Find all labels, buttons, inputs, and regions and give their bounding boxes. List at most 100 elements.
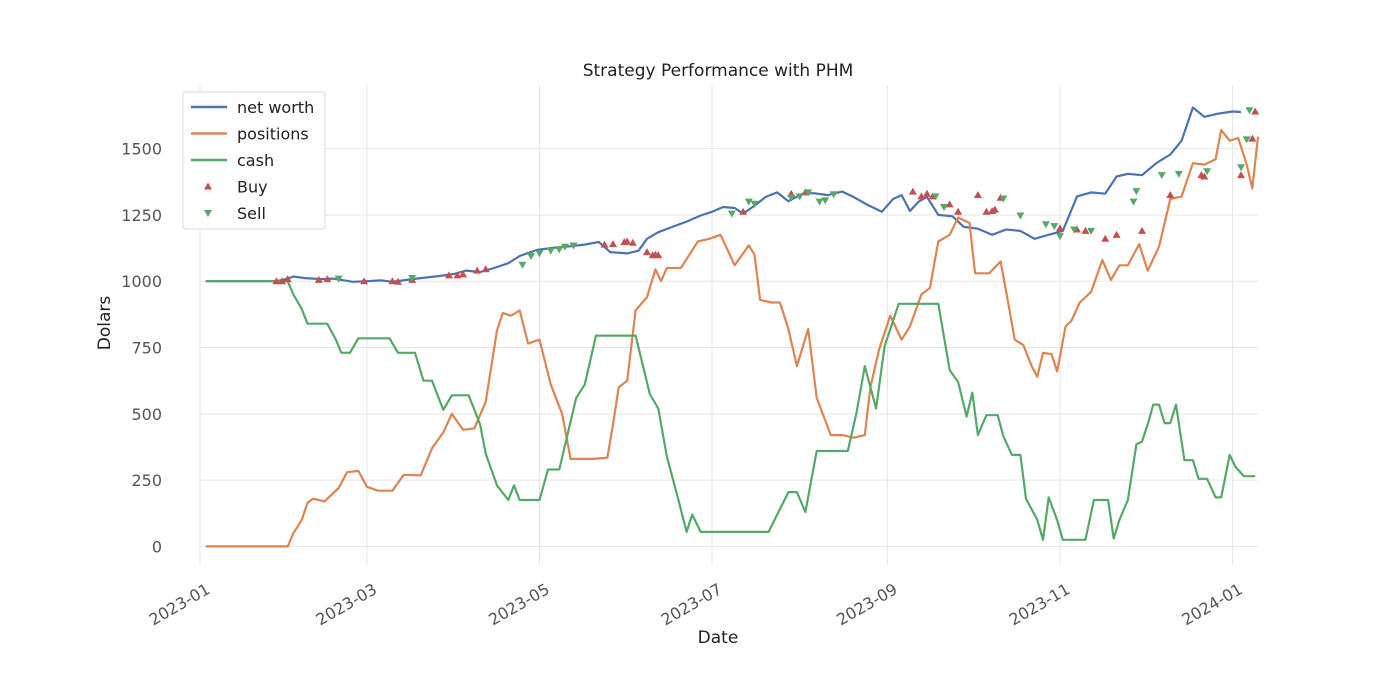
- buy-marker: [1251, 107, 1260, 115]
- sell-marker: [1087, 227, 1096, 235]
- buy-marker: [1248, 134, 1257, 142]
- legend-label: net worth: [237, 98, 314, 117]
- y-tick-label: 1500: [121, 140, 162, 159]
- buy-marker: [908, 187, 917, 195]
- x-tick-label: 2023-11: [1006, 579, 1073, 629]
- buy-marker: [1112, 230, 1121, 238]
- buy-marker: [1200, 172, 1209, 180]
- legend-entry-buy: Buy: [204, 178, 268, 197]
- y-tick-label: 500: [131, 405, 162, 424]
- buy-marker: [954, 207, 963, 215]
- buy-marker: [323, 275, 332, 283]
- buy-marker: [272, 277, 281, 285]
- buy-marker: [739, 207, 748, 215]
- legend-label: Buy: [237, 178, 268, 197]
- chart-title: Strategy Performance with PHM: [583, 61, 854, 81]
- sell-marker: [744, 198, 753, 206]
- buy-marker: [444, 271, 453, 279]
- x-tick-label: 2023-05: [485, 579, 552, 629]
- buy-marker: [360, 277, 369, 285]
- legend-swatch: [204, 182, 212, 190]
- sell-marker: [1050, 223, 1059, 231]
- sell-marker: [804, 189, 813, 197]
- sell-marker: [931, 193, 940, 201]
- sell-marker: [408, 275, 417, 283]
- sell-marker: [939, 203, 948, 211]
- legend-entry-net-worth: net worth: [191, 98, 314, 117]
- sell-marker: [546, 247, 555, 255]
- legend-entry-cash: cash: [191, 151, 274, 170]
- sell-marker: [334, 275, 343, 283]
- legend-label: positions: [237, 125, 309, 144]
- buy-marker: [1101, 234, 1110, 242]
- sell-marker: [1016, 212, 1025, 220]
- y-tick-label: 250: [131, 471, 162, 490]
- buy-marker: [1237, 171, 1246, 179]
- buy-marker: [917, 192, 926, 200]
- sell-marker: [1242, 136, 1251, 144]
- buy-marker: [394, 277, 403, 285]
- buy-marker: [1138, 226, 1147, 234]
- y-tick-label: 0: [152, 537, 162, 556]
- series-line-cash: [205, 280, 1256, 541]
- buy-marker: [945, 200, 954, 208]
- sell-marker: [1041, 221, 1050, 229]
- legend-box: [182, 91, 326, 230]
- sell-marker: [999, 195, 1008, 203]
- series-layer: [205, 106, 1260, 548]
- sell-marker: [829, 191, 838, 199]
- buy-marker: [923, 189, 932, 197]
- sell-marker: [555, 246, 564, 254]
- buy-marker: [600, 240, 609, 248]
- sell-marker: [795, 193, 804, 201]
- x-axis-ticks: 2023-01 2023-03 2023-05 2023-07 2023-09 2023-…: [146, 579, 1246, 629]
- x-axis-title: Date: [698, 628, 739, 648]
- buy-marker: [481, 265, 490, 273]
- sell-marker: [1245, 107, 1254, 115]
- sell-marker: [560, 243, 569, 251]
- sell-marker: [569, 242, 578, 250]
- legend-entry-sell: Sell: [204, 204, 266, 223]
- sell-marker: [1203, 168, 1212, 176]
- buy-marker: [982, 207, 991, 215]
- sell-marker: [787, 194, 796, 202]
- buy-marker: [1081, 226, 1090, 234]
- sell-marker: [815, 198, 824, 206]
- buy-marker: [623, 237, 632, 245]
- buy-marker: [1055, 224, 1064, 232]
- buy-marker: [283, 275, 292, 283]
- legend-entry-positions: positions: [191, 125, 309, 144]
- buy-marker: [1166, 191, 1175, 199]
- buy-marker: [453, 271, 462, 279]
- x-tick-label: 2023-01: [146, 579, 213, 629]
- legend-label: cash: [237, 151, 274, 170]
- y-axis-title: Dolars: [95, 296, 115, 351]
- sell-marker: [1132, 188, 1141, 196]
- buy-marker: [973, 191, 982, 199]
- buy-marker: [990, 205, 999, 213]
- x-tick-label: 2023-03: [313, 579, 380, 629]
- y-axis-ticks: 0 250 500 750 1000 1250 1500: [121, 140, 162, 557]
- buy-marker: [459, 270, 468, 278]
- y-tick-label: 1000: [121, 272, 162, 291]
- buy-marker: [628, 238, 637, 246]
- sell-marker: [1055, 233, 1064, 241]
- sell-marker: [1070, 226, 1079, 234]
- buy-marker: [314, 275, 323, 283]
- sell-marker: [1174, 170, 1183, 178]
- legend-swatch: [204, 210, 212, 217]
- sell-marker: [1129, 198, 1138, 206]
- y-tick-label: 750: [131, 339, 162, 358]
- buy-marker: [388, 277, 397, 285]
- sell-marker: [750, 200, 759, 208]
- series-line-positions: [205, 129, 1260, 548]
- legend: net worth positions cash Buy Sell: [182, 91, 326, 230]
- y-tick-label: 1250: [121, 206, 162, 225]
- grid-lines: [199, 85, 1258, 565]
- sell-marker: [518, 261, 527, 269]
- buy-marker: [654, 251, 663, 259]
- buy-marker: [278, 277, 287, 285]
- x-tick-label: 2024-01: [1178, 579, 1245, 629]
- x-tick-label: 2023-09: [833, 579, 900, 629]
